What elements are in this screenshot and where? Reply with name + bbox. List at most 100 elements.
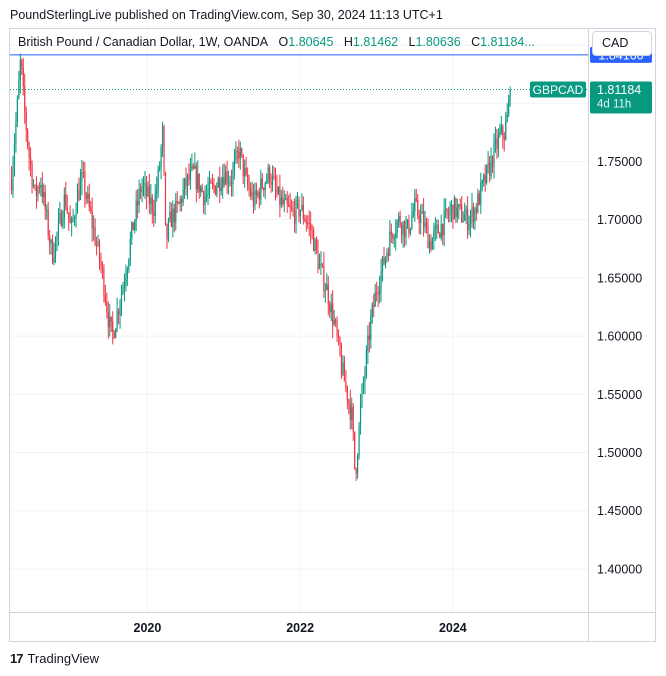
candle-body <box>76 190 79 214</box>
candle-body <box>425 222 428 227</box>
candle-body <box>18 80 20 99</box>
candle-body <box>87 193 89 199</box>
candle-body <box>10 178 13 191</box>
candle-body <box>191 165 193 169</box>
candle-body <box>161 126 164 148</box>
candle-body <box>144 182 146 186</box>
candle-body <box>56 233 58 239</box>
candle-body <box>233 160 236 169</box>
chart-frame <box>9 28 656 642</box>
symbol-tag <box>530 81 586 98</box>
candle-body <box>490 156 492 177</box>
candle-body <box>97 241 99 245</box>
candle-body <box>141 186 143 193</box>
candle-body <box>179 198 181 204</box>
candle-body <box>197 173 199 190</box>
candle-body <box>167 220 170 240</box>
candle-body <box>349 402 351 420</box>
candle-body <box>399 216 401 226</box>
candle-body <box>506 114 508 123</box>
candle-body <box>57 220 60 234</box>
candle-body <box>335 320 337 323</box>
candle-body <box>232 168 234 185</box>
candle-body <box>170 211 172 228</box>
candle-body <box>106 301 108 313</box>
candle-body <box>359 404 362 426</box>
candle-body <box>157 169 159 189</box>
candle-body <box>288 204 290 207</box>
candle-body <box>352 406 354 432</box>
y-tick-label: 1.60000 <box>597 330 642 344</box>
y-tick-label: 1.45000 <box>597 504 642 518</box>
x-tick-label: 2022 <box>286 621 314 635</box>
candle-body <box>276 188 278 194</box>
candle-body <box>195 165 197 190</box>
candle-body <box>345 381 347 387</box>
candle-body <box>35 185 38 196</box>
candle-body <box>301 204 303 211</box>
candle-body <box>342 362 344 375</box>
candle-body <box>227 182 230 184</box>
last-price-text: 1.81184 <box>597 83 641 97</box>
candle-body <box>248 185 250 190</box>
candle-body <box>31 164 33 186</box>
candle-body <box>396 221 398 233</box>
candle-body <box>79 181 82 200</box>
candle-body <box>277 186 280 194</box>
candle-body <box>104 294 106 302</box>
candle-body <box>110 316 112 322</box>
candle-body <box>230 182 233 185</box>
candle-body <box>462 220 464 222</box>
candle-body <box>100 260 102 267</box>
candle-body <box>478 193 480 205</box>
candle-body <box>440 224 442 238</box>
candle-body <box>28 145 30 158</box>
high-value: 1.81462 <box>352 35 399 49</box>
candle-body <box>244 168 246 176</box>
candle-body <box>421 211 423 214</box>
candle-body <box>367 335 369 351</box>
candle-body <box>424 222 426 228</box>
candle-body <box>411 216 413 229</box>
candle-body <box>222 177 224 188</box>
symbol-legend: British Pound / Canadian Dollar, 1W, OAN… <box>18 35 535 49</box>
last-price-tag <box>590 81 652 114</box>
candle-body <box>279 186 281 205</box>
candle-body <box>282 197 284 205</box>
candle-body <box>436 224 438 227</box>
candle-body <box>415 198 417 201</box>
candle-body <box>183 178 186 190</box>
candle-body <box>123 284 126 288</box>
candle-body <box>53 256 55 263</box>
candle-body <box>443 210 445 236</box>
candle-body <box>16 98 18 122</box>
candle-body <box>12 166 14 191</box>
candle-body <box>59 212 61 221</box>
candle-body <box>13 143 16 167</box>
candle-body <box>135 201 137 221</box>
candle-body <box>27 130 29 146</box>
candle-body <box>456 207 458 217</box>
candle-body <box>381 256 384 271</box>
candle-body <box>264 182 266 191</box>
tradingview-brand[interactable]: 17 TradingView <box>10 651 99 666</box>
candle-body <box>496 138 498 149</box>
candle-body <box>150 197 152 204</box>
candle-body <box>318 264 321 270</box>
candle-body <box>494 138 497 143</box>
candle-body <box>50 240 52 244</box>
candle-body <box>486 164 488 183</box>
candle-body <box>98 241 101 261</box>
candle-body <box>387 252 390 256</box>
candle-body <box>37 187 39 196</box>
candle-body <box>428 241 431 249</box>
candle-body <box>422 211 425 228</box>
candle-body <box>392 234 394 239</box>
candle-body <box>383 256 385 265</box>
candle-body <box>480 182 482 205</box>
candle-body <box>267 167 269 180</box>
candle-body <box>242 154 244 176</box>
currency-button[interactable]: CAD <box>592 31 652 56</box>
candle-body <box>93 227 95 229</box>
